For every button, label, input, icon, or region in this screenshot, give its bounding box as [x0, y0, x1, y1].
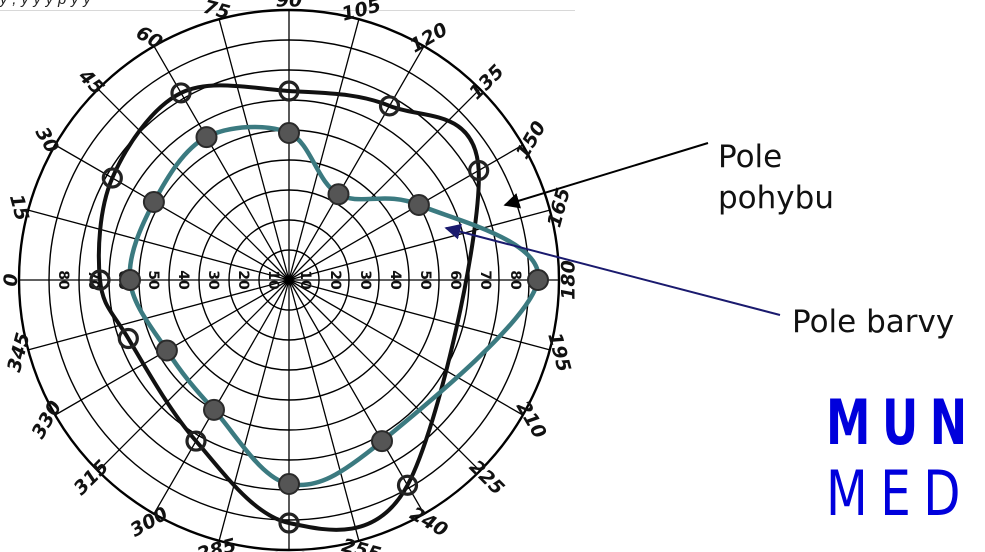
pole-pohybu-point — [170, 82, 192, 104]
radial-label-R-30: 30 — [357, 270, 373, 290]
grid-spoke-210 — [288, 279, 524, 416]
angle-label-60: 60 — [132, 22, 166, 54]
radial-label-R-80: 80 — [507, 270, 523, 290]
angle-label-210: 210 — [512, 397, 551, 442]
angle-label-180: 180 — [558, 260, 580, 300]
radial-label-L-30: 30 — [205, 270, 221, 290]
grid-spoke-300 — [153, 279, 290, 515]
pole-barvy-point — [155, 339, 178, 362]
grid-spoke-45 — [97, 88, 290, 281]
angle-label-330: 330 — [27, 397, 66, 442]
pole-barvy-point — [327, 183, 350, 206]
radial-label-R-60: 60 — [447, 270, 463, 290]
radial-label-R-10: 10 — [297, 270, 313, 290]
grid-spoke-120 — [288, 45, 425, 281]
pole-pohybu-point — [117, 327, 139, 350]
pole-barvy-point — [527, 269, 549, 291]
angle-label-255: 255 — [339, 534, 383, 552]
pole-barvy-point — [203, 398, 225, 421]
radial-label-L-10: 10 — [265, 270, 281, 290]
angle-label-105: 105 — [339, 0, 383, 26]
pole-barvy-label: Pole barvy — [792, 302, 954, 343]
grid-spoke-75 — [218, 19, 290, 281]
radial-label-L-70: 70 — [85, 270, 101, 290]
grid-spoke-240 — [288, 279, 425, 515]
pole-barvy-point — [142, 191, 165, 213]
pole-pohybu-point — [185, 430, 207, 452]
pole-pohybu-label: Pole pohybu — [718, 137, 834, 219]
logo-med: MED — [826, 457, 973, 530]
angle-label-15: 15 — [5, 192, 33, 223]
clipped-header-text: y , y y y p y y — [0, 0, 91, 8]
pole-pohybu-text: Pole pohybu — [718, 139, 834, 216]
radial-label-L-20: 20 — [235, 270, 251, 290]
pole-pohybu-point — [278, 80, 300, 102]
angle-label-285: 285 — [195, 534, 239, 552]
pole-barvy-point — [119, 269, 141, 291]
pole-barvy-point — [407, 194, 430, 216]
grid-spoke-255 — [288, 279, 360, 541]
angle-label-120: 120 — [406, 18, 451, 57]
pole-pohybu-point — [378, 95, 401, 117]
radial-label-R-20: 20 — [327, 270, 343, 290]
pole-pohybu-point — [278, 512, 300, 534]
series-layer — [89, 80, 549, 534]
angle-label-195: 195 — [543, 330, 575, 374]
pole-barvy-point — [278, 122, 300, 144]
radial-label-L-50: 50 — [145, 270, 161, 290]
radial-label-L-40: 40 — [175, 270, 191, 290]
angle-label-345: 345 — [3, 330, 35, 374]
grid-spoke-195 — [288, 279, 550, 351]
pole-barvy-point — [278, 473, 300, 495]
pole-pohybu-point — [101, 167, 123, 189]
angle-label-300: 300 — [127, 503, 172, 542]
grid-spoke-165 — [288, 209, 550, 281]
radial-label-L-80: 80 — [55, 270, 71, 290]
grid-spoke-285 — [218, 279, 290, 541]
grid-spoke-15 — [28, 209, 290, 281]
angle-label-30: 30 — [31, 123, 63, 157]
angle-label-240: 240 — [406, 503, 451, 542]
radial-label-R-70: 70 — [477, 270, 493, 290]
angle-label-150: 150 — [512, 118, 551, 163]
grid-spoke-150 — [288, 144, 524, 281]
pole-pohybu-point — [89, 269, 111, 291]
grid-spoke-105 — [288, 19, 360, 281]
center-dot — [286, 277, 292, 283]
pole-barvy-text: Pole barvy — [792, 304, 955, 340]
grid-spoke-315 — [97, 279, 290, 472]
pole-pohybu-curve — [96, 83, 481, 532]
grid-spoke-345 — [28, 279, 290, 351]
radial-label-R-40: 40 — [387, 270, 403, 290]
grid-spoke-30 — [54, 144, 290, 281]
grid-spoke-135 — [288, 88, 481, 281]
angle-label-0: 0 — [0, 273, 20, 286]
logo-muni: MUN — [826, 386, 979, 459]
pole-barvy-point — [195, 126, 218, 149]
pole-barvy-arrow — [444, 223, 781, 316]
pole-pohybu-point — [396, 474, 419, 496]
pole-pohybu-arrow — [503, 142, 709, 209]
pole-barvy-point — [371, 430, 393, 453]
pole-pohybu-point — [468, 159, 490, 182]
angle-label-75: 75 — [201, 0, 232, 24]
angle-label-270: 270 — [269, 549, 309, 552]
radial-label-R-50: 50 — [417, 270, 433, 290]
angle-label-90: 90 — [276, 0, 302, 11]
grid-spoke-225 — [288, 279, 481, 472]
